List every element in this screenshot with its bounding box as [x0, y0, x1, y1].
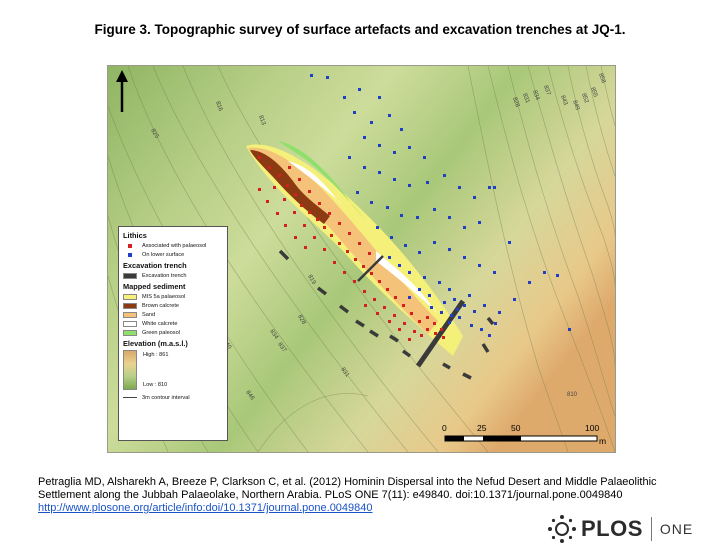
white-calcrete-area-lower [376, 251, 438, 314]
plos-one-logo: PLOS ONE [547, 514, 693, 544]
logo-sub: ONE [659, 521, 694, 537]
white-calcrete-swatch-icon [123, 320, 137, 327]
contour-label: 831 [339, 367, 350, 379]
legend-row-lower: On lower surface [123, 250, 223, 259]
citation-text: Petraglia MD, Alsharekh A, Breeze P, Cla… [38, 476, 657, 501]
map-legend: Lithics Associated with palaeosol On low… [118, 226, 228, 441]
brown-calcrete-swatch-icon [123, 302, 137, 309]
contour-label: 843 [559, 95, 568, 107]
scale-unit: m [599, 436, 606, 446]
legend-label: Associated with palaeosol [142, 242, 207, 249]
contour-label: 855 [589, 87, 598, 99]
legend-label: Excavation trench [142, 272, 187, 279]
contour-label: 837 [542, 85, 551, 97]
excavation-trenches [278, 249, 495, 380]
contour-label: 834 [531, 90, 540, 102]
doi-link[interactable]: http://www.plosone.org/article/info:doi/… [38, 502, 373, 514]
legend-sediment-header: Mapped sediment [123, 282, 186, 291]
contour-label: 831 [521, 93, 530, 105]
contour-label: 834 [268, 329, 279, 341]
legend-label: Sand [142, 311, 156, 318]
elevation-ramp: High : 861 Low : 810 [123, 350, 223, 390]
scale-tick: 50 [511, 423, 521, 433]
legend-row-sediment: Sand [123, 310, 223, 319]
figure-title: Figure 3. Topographic survey of surface … [94, 22, 626, 37]
legend-lithics-header: Lithics [123, 231, 147, 240]
plos-logo-icon [548, 515, 576, 543]
mis5a-swatch-icon [123, 293, 137, 300]
legend-label: Green paleosol [142, 329, 180, 336]
scale-bar: 0 25 50 100 m [442, 423, 606, 446]
logo-divider [650, 517, 652, 541]
green-paleosol-swatch-icon [123, 329, 137, 336]
contour-label: 837 [276, 342, 287, 354]
legend-row-sediment: Green paleosol [123, 328, 223, 337]
scale-tick: 25 [477, 423, 487, 433]
legend-label: On lower surface [142, 251, 185, 258]
blue-square-icon [128, 252, 132, 257]
sand-swatch-icon [123, 311, 137, 318]
legend-row-trench: Excavation trench [123, 271, 223, 280]
contour-label: 810 [567, 392, 578, 398]
legend-row-contour: 3m contour interval [123, 393, 223, 402]
legend-row-sediment: MIS 5a palaeosol [123, 292, 223, 301]
contour-label: 849 [571, 100, 580, 112]
contour-label: 828 [296, 314, 307, 326]
legend-row-sediment: White calcrete [123, 319, 223, 328]
contour-label: 816 [214, 101, 223, 113]
elevation-high-label: High : 861 [143, 352, 169, 358]
contour-line-icon [123, 397, 137, 398]
legend-label: Brown calcrete [142, 302, 179, 309]
north-arrow-icon [116, 70, 128, 112]
scale-tick: 0 [442, 423, 447, 433]
contour-label: 819 [306, 274, 317, 286]
legend-label: MIS 5a palaeosol [142, 293, 186, 300]
elevation-low-label: Low : 810 [143, 382, 168, 388]
legend-label: White calcrete [142, 320, 178, 327]
logo-word: PLOS [581, 516, 643, 541]
trench-swatch-icon [123, 272, 137, 279]
legend-trench-header: Excavation trench [123, 261, 187, 270]
contour-label: 846 [244, 390, 255, 402]
contour-label: 813 [257, 115, 266, 127]
legend-elevation-header: Elevation (m.a.s.l.) [123, 339, 188, 348]
legend-row-associated: Associated with palaeosol [123, 241, 223, 250]
contour-label: 825 [149, 128, 160, 140]
legend-row-sediment: Brown calcrete [123, 301, 223, 310]
artefacts-lower [310, 74, 571, 337]
legend-label: 3m contour interval [142, 394, 190, 401]
red-square-icon [128, 243, 132, 248]
artefacts-associated [258, 156, 445, 341]
elevation-ramp-bar [123, 350, 137, 390]
contour-label: 858 [597, 73, 606, 85]
scale-tick: 100 [585, 423, 599, 433]
contour-label: 852 [580, 93, 589, 105]
contour-label: 828 [511, 97, 520, 109]
